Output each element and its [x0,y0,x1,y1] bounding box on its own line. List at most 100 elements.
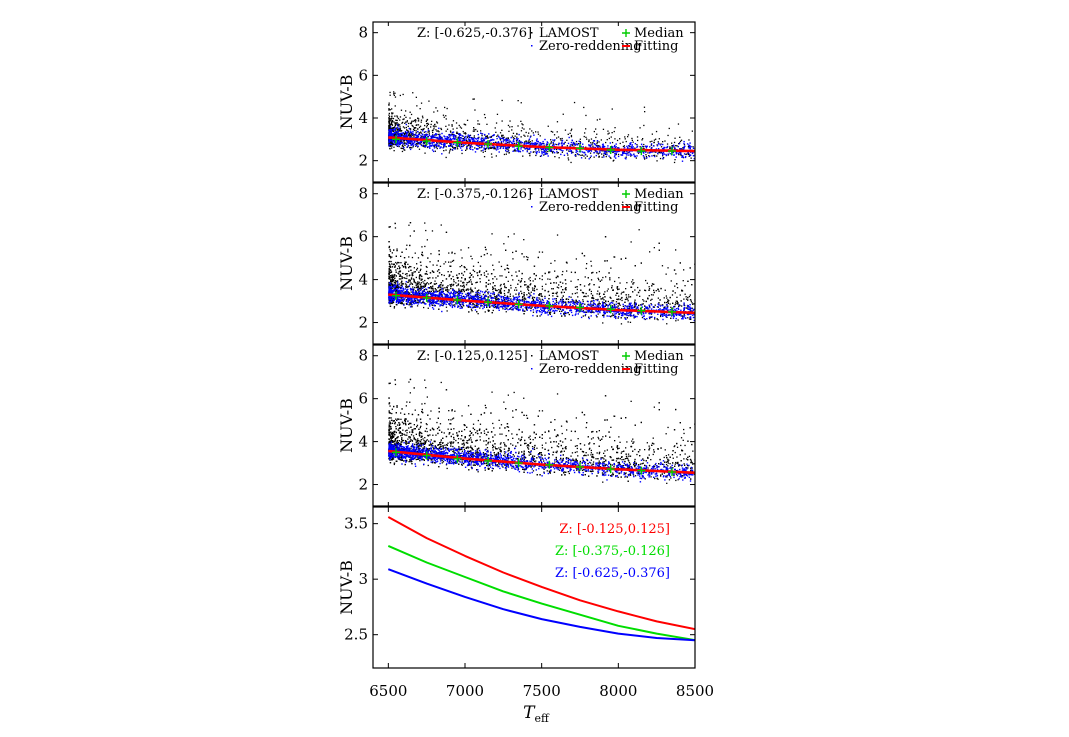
lamost-point [434,123,436,126]
lamost-point [648,286,650,288]
zero-reddening-point [475,144,478,146]
lamost-point [630,311,632,314]
lamost-point [400,147,402,149]
lamost-point [478,147,481,149]
lamost-point [430,123,432,126]
lamost-point [674,137,676,139]
lamost-point [403,139,405,142]
zero-reddening-point [483,147,485,149]
lamost-point [396,127,398,129]
lamost-point [399,129,401,131]
zero-reddening-point [508,145,510,148]
zero-reddening-point [420,134,422,137]
lamost-point [456,132,458,134]
zero-reddening-point [405,134,408,136]
zero-reddening-point [614,154,616,157]
lamost-point [388,261,390,263]
lamost-point [599,280,601,282]
zero-reddening-point [541,148,544,150]
lamost-point [441,304,443,307]
lamost-point [500,142,502,144]
lamost-point [507,268,510,270]
lamost-point [584,315,586,317]
lamost-point [389,250,392,252]
lamost-point [571,128,573,130]
lamost-point [683,315,685,317]
lamost-point [398,262,400,264]
lamost-point [559,138,562,140]
zero-reddening-point [492,135,494,137]
lamost-point [399,127,401,130]
zero-reddening-point [614,146,616,149]
lamost-point [529,280,531,282]
lamost-point [401,302,403,305]
lamost-point [597,310,600,312]
zero-reddening-point [508,141,510,143]
lamost-point [611,300,613,302]
zero-reddening-point [546,148,548,150]
lamost-point [506,295,509,297]
lamost-point [464,123,466,126]
lamost-point [425,229,427,232]
lamost-point [679,140,682,142]
zero-reddening-point [474,137,476,140]
lamost-point [675,249,677,251]
zero-reddening-point [581,151,584,153]
zero-reddening-point [389,143,392,145]
zero-reddening-point [474,151,477,153]
zero-reddening-point [411,134,414,136]
lamost-point [629,321,632,323]
lamost-point [388,109,390,111]
zero-reddening-point [642,151,644,154]
lamost-point [583,285,586,287]
lamost-point [486,135,488,137]
zero-reddening-point [396,143,398,145]
lamost-point [403,141,405,143]
lamost-point [415,130,417,132]
zero-reddening-point [621,151,624,153]
lamost-point [483,113,486,116]
lamost-point [471,283,473,285]
lamost-point [608,137,610,140]
lamost-point [584,303,586,305]
lamost-point [388,125,390,127]
lamost-point [416,282,418,285]
lamost-point [687,317,689,319]
lamost-point [576,288,578,291]
legend-zero-reddening: Zero-reddening [539,39,642,54]
zero-reddening-point [416,141,419,143]
lamost-point [408,256,410,258]
lamost-point [430,253,432,255]
zero-reddening-point [470,148,472,150]
lamost-point [640,262,642,264]
lamost-point [601,156,603,158]
lamost-point [388,282,390,284]
lamost-point [391,113,393,115]
zero-reddening-point [544,152,546,154]
lamost-point [429,282,432,285]
lamost-point [667,154,669,156]
lamost-point [590,290,592,293]
zero-reddening-points [388,123,695,162]
lamost-point [389,147,391,150]
lamost-point [486,306,488,308]
lamost-point [501,135,503,137]
lamost-point [552,131,554,133]
median-marker [606,146,615,154]
lamost-point [402,145,404,148]
lamost-point [634,301,636,303]
lamost-point [598,141,600,143]
lamost-point [507,137,509,139]
lamost-point [574,154,577,156]
lamost-point [605,276,607,278]
lamost-point [411,306,413,308]
lamost-point [585,136,587,138]
zero-reddening-point [409,148,412,151]
zero-reddening-point [430,142,432,144]
lamost-point [672,290,674,292]
zero-reddening-point [634,156,636,158]
lamost-point [663,313,666,315]
lamost-point [420,132,422,134]
lamost-point [500,288,502,290]
lamost-point [630,241,632,243]
